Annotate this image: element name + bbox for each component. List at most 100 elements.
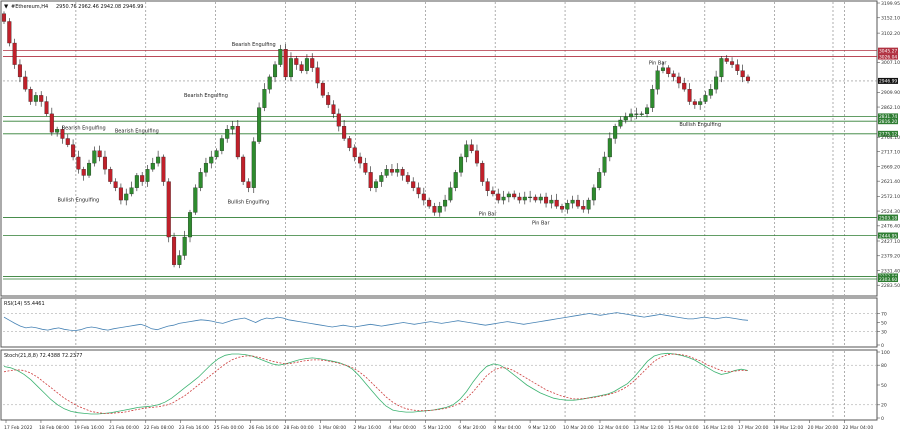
rsi-tick-label: 0 — [881, 343, 884, 349]
candle-body — [735, 64, 740, 71]
level-tag — [878, 53, 898, 60]
candle-body — [459, 156, 464, 173]
time-tick-label: 20 Mar 20:00 — [808, 425, 839, 431]
price-panel-border — [0, 0, 878, 297]
header-triangle-icon[interactable]: ▼ — [4, 4, 9, 10]
candle-body — [267, 76, 272, 90]
candle-body — [17, 64, 22, 78]
level-tag-label: 2775.12 — [879, 132, 897, 138]
candle-body — [118, 187, 123, 201]
time-tick-label: 22 Mar 04:00 — [843, 425, 874, 431]
level-tag-label: 2816.20 — [879, 119, 897, 125]
time-tick-label: 28 Feb 00:00 — [284, 425, 314, 431]
candle-body — [166, 181, 171, 238]
candle-body — [719, 58, 724, 78]
stoch-tick-label: 80 — [881, 363, 887, 369]
time-tick-label: 8 Mar 04:00 — [493, 425, 521, 431]
candle-body — [55, 129, 60, 133]
pattern-annotation: Bearish Engulfing — [62, 125, 106, 131]
current-price-label: 2946.99 — [879, 79, 897, 85]
price-tick-label: 3199.95 — [881, 1, 900, 7]
candle-body — [400, 169, 405, 176]
candle-body — [655, 70, 660, 90]
candle-body — [145, 169, 150, 182]
price-tick-label: 2862.10 — [881, 105, 900, 111]
price-tick-label: 3102.20 — [881, 31, 900, 37]
time-tick-label: 15 Mar 04:00 — [668, 425, 699, 431]
candle-body — [219, 138, 224, 151]
level-tag — [878, 276, 898, 283]
candle-body — [363, 162, 368, 173]
candle-body — [730, 61, 735, 65]
candle-body — [533, 196, 538, 201]
price-tick-label: 2909.90 — [881, 90, 900, 96]
candle-body — [549, 199, 554, 204]
rsi-tick-label: 30 — [881, 329, 887, 335]
candle-body — [389, 169, 394, 173]
candle-body — [39, 95, 44, 102]
candle-body — [676, 76, 681, 84]
candle-body — [379, 175, 384, 182]
candle-body — [140, 175, 145, 182]
price-tick-label: 2427.10 — [881, 239, 900, 245]
candle-body — [49, 113, 54, 133]
pattern-annotation: Pin Bar — [532, 221, 551, 227]
candle-body — [320, 82, 325, 96]
stoch-tick-label: 0 — [881, 416, 884, 422]
candle-body — [373, 181, 379, 188]
candle-body — [416, 187, 421, 195]
level-tag — [878, 113, 898, 120]
stoch-tick-label: 20 — [881, 403, 887, 409]
candle-body — [92, 150, 97, 164]
candle-body — [177, 255, 182, 265]
candle-body — [150, 162, 155, 170]
candle-body — [634, 113, 639, 115]
candle-body — [544, 196, 549, 204]
candle-body — [448, 187, 453, 201]
price-tick-label: 2476.40 — [881, 224, 900, 230]
candle-body — [740, 70, 745, 78]
candle-body — [246, 181, 251, 188]
rsi-tick-label: 70 — [881, 311, 887, 317]
rsi-panel[interactable]: 70 50 30 0 RSI(14) 55.4461 — [0, 297, 887, 349]
price-tick-label: 2717.10 — [881, 150, 900, 156]
time-tick-label: 26 Feb 16:00 — [249, 425, 279, 431]
candle-body — [714, 76, 719, 90]
time-tick-label: 13 Mar 12:00 — [633, 425, 664, 431]
pattern-annotation: Bullish Engulfing — [228, 199, 270, 205]
stoch-levels — [3, 364, 877, 406]
candle-body — [304, 58, 309, 71]
time-tick-label: 21 Feb 00:00 — [109, 425, 139, 431]
candle-body — [331, 104, 336, 115]
candle-body — [490, 190, 495, 195]
candle-body — [326, 95, 331, 105]
candle-body — [666, 67, 671, 74]
stoch-panel[interactable]: 100 80 50 20 0 Stoch(21,8,8) 72.4388 72.2377 — [0, 349, 890, 422]
candle-body — [352, 147, 357, 158]
time-tick-label: 6 Mar 20:00 — [458, 425, 486, 431]
price-tick-label: 2331.40 — [881, 268, 900, 274]
candle-body — [570, 199, 575, 204]
candle-body — [565, 203, 570, 210]
candle-body — [28, 89, 33, 102]
time-axis: 17 Feb 2022 18 Feb 08:00 19 Feb 16:00 21 Fe… — [4, 420, 873, 431]
price-tick-label: 2669.20 — [881, 164, 900, 170]
candle-body — [336, 113, 341, 127]
candle-body — [671, 73, 676, 78]
candle-body — [443, 199, 448, 207]
candle-body — [124, 193, 129, 201]
level-tag-label: 3026.04 — [879, 54, 897, 60]
candle-body — [708, 89, 713, 96]
candle-body — [687, 89, 692, 102]
candle-body — [71, 144, 76, 158]
candle-body — [607, 138, 612, 158]
rsi-title: RSI(14) 55.4461 — [4, 301, 45, 307]
candle-body — [134, 175, 139, 188]
stoch-tick-label: 100 — [881, 350, 890, 356]
pattern-annotation: Bearish Engulfing — [232, 42, 276, 48]
candle-body — [1, 13, 7, 22]
price-tick-label: 2379.20 — [881, 254, 900, 260]
stoch-tick-label: 50 — [881, 383, 887, 389]
